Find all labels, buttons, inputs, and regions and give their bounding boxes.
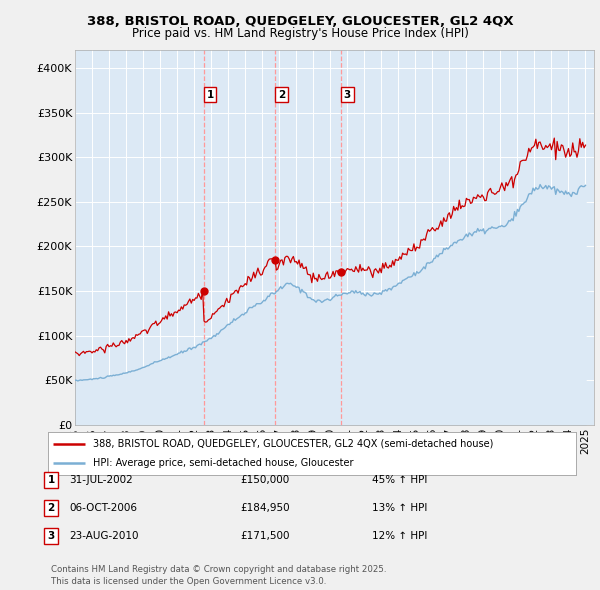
Text: 388, BRISTOL ROAD, QUEDGELEY, GLOUCESTER, GL2 4QX: 388, BRISTOL ROAD, QUEDGELEY, GLOUCESTER… [86, 15, 514, 28]
Text: 13% ↑ HPI: 13% ↑ HPI [372, 503, 427, 513]
Text: 1: 1 [47, 475, 55, 484]
Text: 2: 2 [278, 90, 285, 100]
Text: 06-OCT-2006: 06-OCT-2006 [69, 503, 137, 513]
Text: £171,500: £171,500 [240, 532, 290, 541]
Text: 23-AUG-2010: 23-AUG-2010 [69, 532, 139, 541]
Text: Contains HM Land Registry data © Crown copyright and database right 2025.
This d: Contains HM Land Registry data © Crown c… [51, 565, 386, 586]
Text: 2: 2 [47, 503, 55, 513]
Text: 3: 3 [47, 532, 55, 541]
Text: 31-JUL-2002: 31-JUL-2002 [69, 475, 133, 484]
Text: 1: 1 [206, 90, 214, 100]
Text: £184,950: £184,950 [240, 503, 290, 513]
Text: HPI: Average price, semi-detached house, Gloucester: HPI: Average price, semi-detached house,… [93, 458, 353, 468]
Text: 388, BRISTOL ROAD, QUEDGELEY, GLOUCESTER, GL2 4QX (semi-detached house): 388, BRISTOL ROAD, QUEDGELEY, GLOUCESTER… [93, 439, 493, 449]
Text: £150,000: £150,000 [240, 475, 289, 484]
Text: 45% ↑ HPI: 45% ↑ HPI [372, 475, 427, 484]
Text: 12% ↑ HPI: 12% ↑ HPI [372, 532, 427, 541]
Text: Price paid vs. HM Land Registry's House Price Index (HPI): Price paid vs. HM Land Registry's House … [131, 27, 469, 40]
Text: 3: 3 [344, 90, 351, 100]
